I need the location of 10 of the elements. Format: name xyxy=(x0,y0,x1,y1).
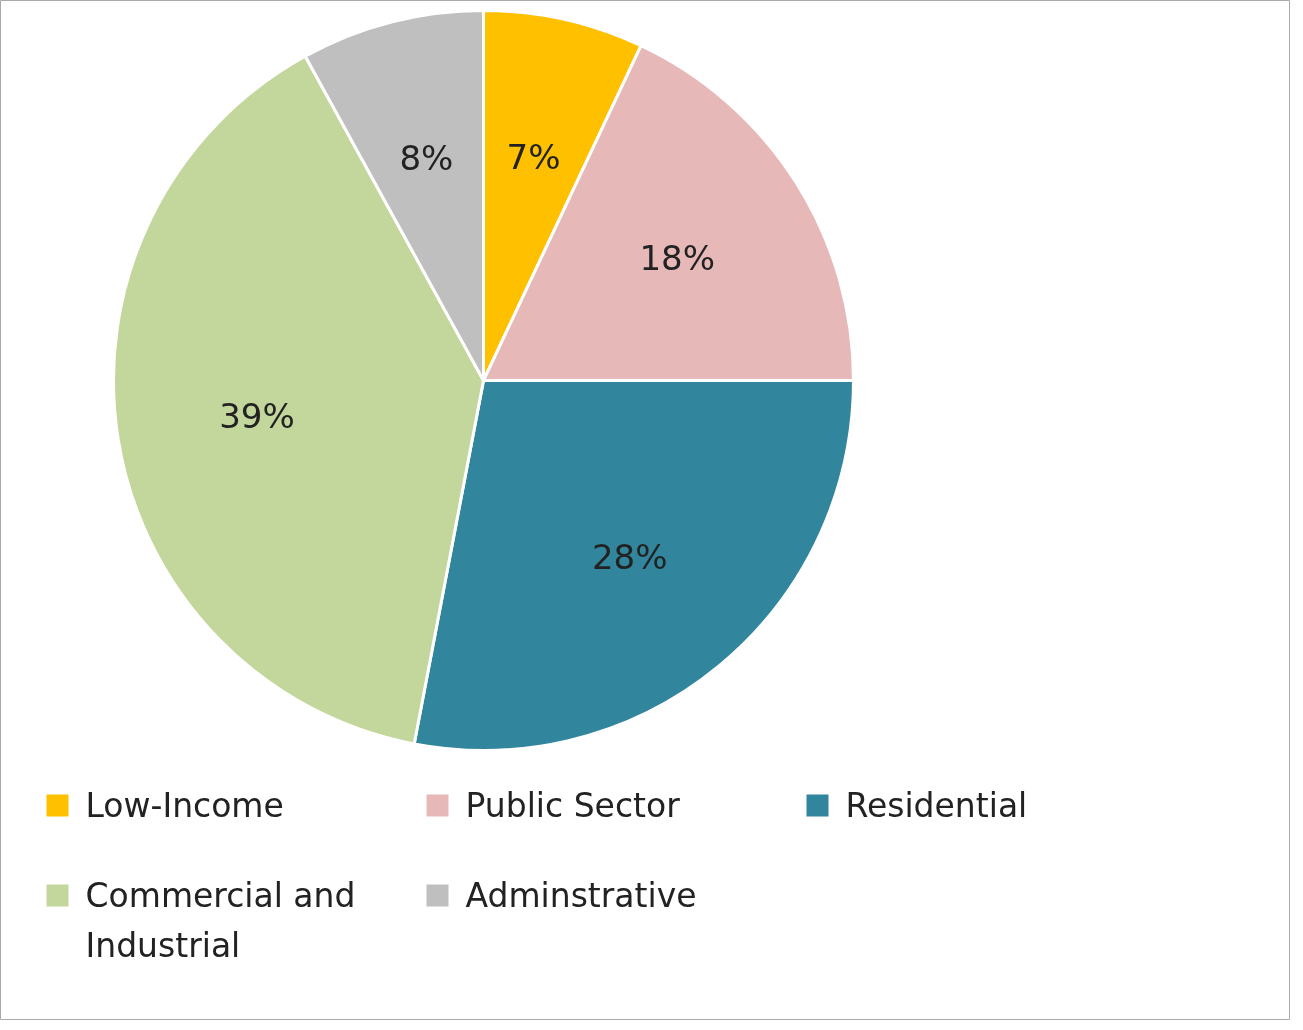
data-label: 7% xyxy=(506,136,561,177)
data-label: 18% xyxy=(639,237,715,278)
data-label: 8% xyxy=(399,138,454,179)
legend-label: Residential xyxy=(845,785,1028,825)
data-label: 28% xyxy=(591,537,668,578)
data-label: 39% xyxy=(219,396,295,437)
legend-label: Public Sector xyxy=(465,785,681,825)
legend-label: Adminstrative xyxy=(465,875,697,915)
legend-label: Commercial and Industrial xyxy=(85,875,356,966)
legend-label: Low-Income xyxy=(85,785,284,825)
